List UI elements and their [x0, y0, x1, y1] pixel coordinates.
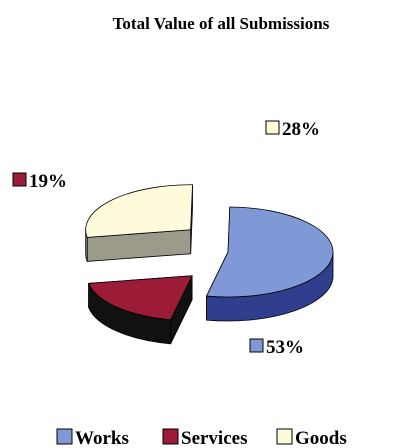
- legend-item-goods: Goods: [276, 428, 347, 448]
- slice-works-top: [205, 206, 334, 298]
- legend-swatch-works: [56, 428, 73, 445]
- slice-services-top: [88, 275, 193, 321]
- slice-goods: [85, 184, 193, 262]
- data-label-works-text: 53%: [266, 337, 304, 358]
- data-label-services: 19%: [12, 171, 67, 192]
- legend-item-services: Services: [162, 428, 247, 448]
- data-label-goods-swatch: [265, 120, 280, 135]
- legend-swatch-services: [162, 428, 179, 445]
- legend-label-works: Works: [75, 428, 129, 448]
- data-label-goods: 28%: [265, 119, 320, 140]
- legend-label-goods: Goods: [295, 428, 347, 448]
- data-label-works: 53%: [249, 337, 304, 358]
- data-label-services-swatch: [12, 172, 27, 187]
- legend-label-services: Services: [181, 428, 247, 448]
- legend-swatch-goods: [276, 428, 293, 445]
- legend: Works Services Goods: [56, 428, 347, 448]
- slice-works: [205, 206, 334, 322]
- chart-title: Total Value of all Submissions: [113, 14, 330, 33]
- data-label-goods-text: 28%: [282, 119, 320, 140]
- data-labels-layer: 53% 19% 28%: [12, 119, 320, 358]
- legend-item-works: Works: [56, 428, 129, 448]
- slice-goods-top: [85, 184, 193, 238]
- slice-services: [88, 275, 193, 345]
- slices-layer: [85, 184, 334, 345]
- data-label-services-text: 19%: [29, 171, 67, 192]
- data-label-works-swatch: [249, 338, 264, 353]
